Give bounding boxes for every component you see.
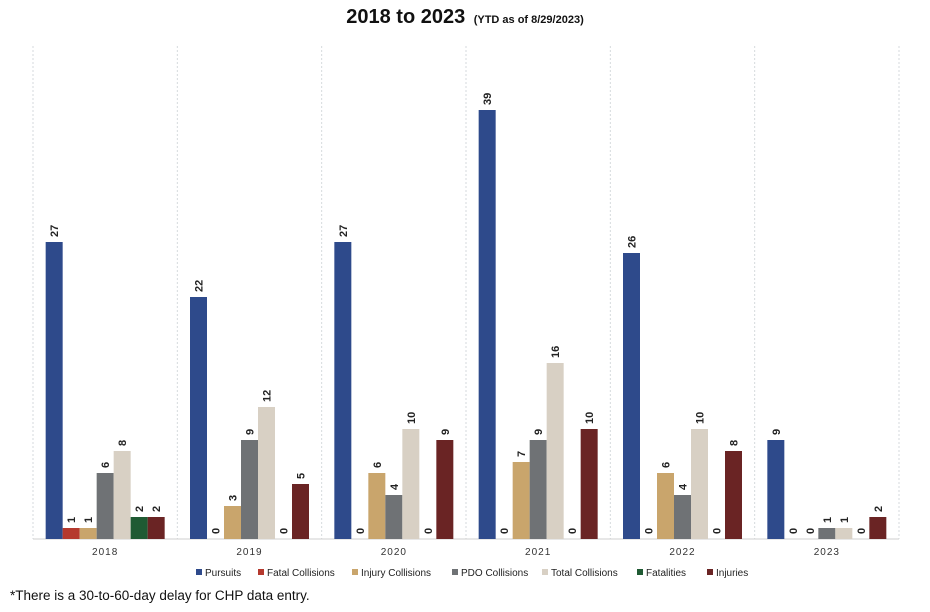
data-label: 0 — [644, 528, 656, 534]
legend-item: Fatalities — [646, 568, 686, 579]
x-tick-label: 2023 — [814, 547, 840, 558]
bar-injuries-2021 — [580, 429, 598, 539]
footnote: *There is a 30-to-60-day delay for CHP d… — [10, 588, 310, 603]
bar-pdo-collisions-2023 — [818, 528, 836, 539]
data-label: 0 — [805, 528, 817, 534]
data-label: 0 — [279, 528, 291, 534]
data-label: 0 — [712, 528, 724, 534]
legend-swatch — [352, 569, 358, 575]
bar-pursuits-2022 — [623, 253, 640, 539]
data-label: 6 — [372, 462, 384, 468]
bar-pdo-collisions-2021 — [529, 440, 547, 539]
data-label: 3 — [228, 495, 240, 501]
legend-item: Total Collisions — [551, 568, 618, 579]
data-label: 10 — [584, 412, 596, 424]
data-label: 2 — [873, 506, 885, 512]
x-tick-label: 2021 — [525, 547, 551, 558]
data-label: 9 — [440, 429, 452, 435]
legend-swatch — [637, 569, 643, 575]
legend-item: Injuries — [716, 568, 748, 579]
bar-injury-collisions-2019 — [224, 506, 241, 539]
bar-pursuits-2021 — [478, 110, 496, 539]
data-label: 16 — [550, 346, 562, 358]
legend-swatch — [258, 569, 264, 575]
data-label: 4 — [389, 483, 401, 490]
bar-pdo-collisions-2022 — [674, 495, 691, 539]
data-label: 1 — [822, 517, 834, 523]
data-label: 1 — [83, 517, 95, 523]
bar-injury-collisions-2022 — [657, 473, 674, 539]
data-label: 9 — [533, 429, 545, 435]
legend-swatch — [542, 569, 548, 575]
bar-injuries-2018 — [147, 517, 165, 539]
data-label: 8 — [117, 440, 129, 446]
bar-total-collisions-2020 — [402, 429, 420, 539]
bar-pursuits-2018 — [45, 242, 63, 539]
data-label: 22 — [194, 280, 206, 292]
bar-pdo-collisions-2019 — [241, 440, 258, 539]
data-label: 7 — [516, 451, 528, 457]
legend-swatch — [707, 569, 713, 575]
bar-injury-collisions-2018 — [79, 528, 97, 539]
legend-item: Pursuits — [205, 568, 241, 579]
data-label: 39 — [482, 93, 494, 105]
data-label: 9 — [245, 429, 257, 435]
data-label: 2 — [151, 506, 163, 512]
bar-injuries-2019 — [292, 484, 309, 539]
data-label: 27 — [49, 225, 61, 237]
legend-item: Fatal Collisions — [267, 568, 335, 579]
data-label: 0 — [499, 528, 511, 534]
data-label: 0 — [788, 528, 800, 534]
chart-title-sub: (YTD as of 8/29/2023) — [473, 14, 584, 26]
data-label: 2 — [134, 506, 146, 512]
legend-item: PDO Collisions — [461, 568, 528, 579]
bar-total-collisions-2023 — [835, 528, 853, 539]
bar-pursuits-2023 — [767, 440, 785, 539]
bar-total-collisions-2021 — [546, 363, 564, 539]
bar-injury-collisions-2021 — [512, 462, 530, 539]
data-label: 0 — [423, 528, 435, 534]
data-label: 0 — [355, 528, 367, 534]
data-label: 1 — [839, 517, 851, 523]
bar-total-collisions-2019 — [258, 407, 275, 539]
bar-pursuits-2020 — [334, 242, 352, 539]
bar-total-collisions-2022 — [691, 429, 708, 539]
data-label: 0 — [567, 528, 579, 534]
bar-injuries-2022 — [725, 451, 742, 539]
data-label: 12 — [262, 390, 274, 402]
data-label: 10 — [406, 412, 418, 424]
bar-pursuits-2019 — [190, 297, 207, 539]
data-label: 8 — [729, 440, 741, 446]
data-label: 10 — [695, 412, 707, 424]
legend-swatch — [452, 569, 458, 575]
data-label: 9 — [771, 429, 783, 435]
chart-title-main: 2018 to 2023 — [346, 6, 466, 28]
bar-injuries-2020 — [436, 440, 454, 539]
x-tick-label: 2022 — [669, 547, 695, 558]
data-label: 4 — [678, 483, 690, 490]
bar-injuries-2023 — [869, 517, 887, 539]
data-label: 6 — [100, 462, 112, 468]
x-tick-label: 2019 — [236, 547, 262, 558]
data-label: 6 — [661, 462, 673, 468]
bar-total-collisions-2018 — [113, 451, 131, 539]
x-tick-label: 2020 — [381, 547, 407, 558]
data-label: 1 — [66, 517, 78, 523]
bar-pdo-collisions-2020 — [385, 495, 403, 539]
data-label: 26 — [627, 236, 639, 248]
data-label: 0 — [211, 528, 223, 534]
data-label: 0 — [856, 528, 868, 534]
bar-fatal-collisions-2018 — [62, 528, 80, 539]
chart-title: 2018 to 2023 (YTD as of 8/29/2023) — [0, 6, 930, 29]
bar-pdo-collisions-2018 — [96, 473, 114, 539]
data-label: 5 — [296, 473, 308, 479]
legend-swatch — [196, 569, 202, 575]
x-tick-label: 2018 — [92, 547, 118, 558]
legend-item: Injury Collisions — [361, 568, 431, 579]
data-label: 27 — [338, 225, 350, 237]
bar-injury-collisions-2020 — [368, 473, 386, 539]
bar-fatalities-2018 — [130, 517, 148, 539]
